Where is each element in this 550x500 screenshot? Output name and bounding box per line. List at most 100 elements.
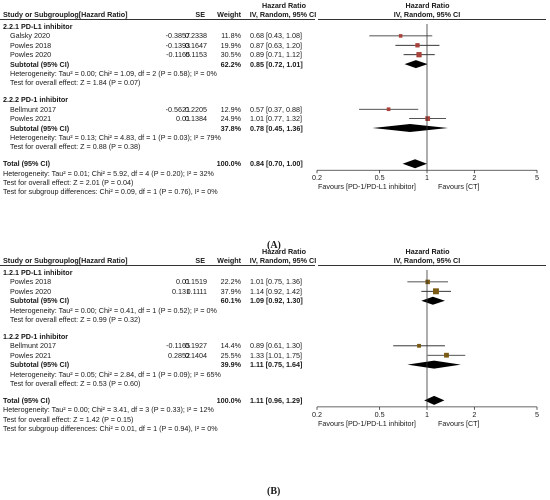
header-plot-method: IV, Random, 95% CI — [393, 256, 461, 265]
x-tick-label: 1 — [425, 409, 429, 419]
study-loghr: 0.131 — [172, 286, 190, 296]
subtotal-weight: 62.2% — [220, 59, 241, 69]
subgroup-heading: 2.2.1 PD-L1 inhibitor — [3, 22, 73, 31]
header-hazard-ratio: Hazard Ratio — [262, 247, 306, 256]
x-tick-label: 0.2 — [312, 173, 322, 183]
heterogeneity-text: Heterogeneity: Tau² = 0.05; Chi² = 2.84,… — [10, 369, 221, 379]
header-plot-hazard-ratio: Hazard Ratio — [405, 247, 450, 256]
study-point — [444, 352, 449, 358]
subtotal-diamond — [421, 296, 445, 305]
study-weight: 30.5% — [220, 50, 241, 60]
study-weight: 25.5% — [220, 350, 241, 360]
total-ci: 0.84 [0.70, 1.00] — [250, 159, 303, 169]
header-weight: Weight — [217, 256, 241, 265]
study-se: 0.1111 — [186, 286, 207, 296]
subtotal-weight: 37.8% — [220, 123, 241, 133]
subtotal-weight: 39.9% — [220, 360, 241, 370]
study-name: Powles 2021 — [10, 114, 52, 124]
x-tick-label: 5 — [535, 173, 539, 183]
study-name: Powles 2021 — [10, 350, 52, 360]
subgroup-differences: Test for subgroup differences: Chi² = 0.… — [3, 187, 218, 197]
header-plot-method: IV, Random, 95% CI — [393, 10, 461, 19]
total-ci: 1.11 [0.96, 1.29] — [250, 395, 303, 405]
total-overall-effect: Test for overall effect: Z = 1.42 (P = 0… — [3, 414, 134, 424]
total-overall-effect: Test for overall effect: Z = 2.01 (P = 0… — [3, 178, 134, 188]
study-name: Powles 2018 — [10, 277, 52, 287]
study-loghr: 0.2852 — [168, 350, 190, 360]
subtotal-ci: 1.11 [0.75, 1.64] — [250, 360, 303, 370]
study-name: Powles 2018 — [10, 40, 52, 50]
study-ci: 0.57 [0.37, 0.88] — [250, 104, 302, 114]
study-se: 0.2205 — [185, 104, 207, 114]
heterogeneity-text: Heterogeneity: Tau² = 0.00; Chi² = 1.09,… — [10, 69, 217, 78]
header-hr-method: IV, Random, 95% CI — [249, 256, 317, 265]
total-weight: 100.0% — [216, 395, 241, 405]
study-weight: 37.9% — [220, 286, 241, 296]
favours-left-label: Favours [PD-1/PD-L1 inhibitor] — [318, 418, 416, 428]
study-loghr: -0.5621 — [165, 104, 190, 114]
subtotal-diamond — [407, 360, 461, 369]
study-weight: 19.9% — [220, 40, 241, 50]
subgroup-heading: 1.2.1 PD-L1 inhibitor — [3, 268, 73, 277]
study-se: 0.1647 — [185, 40, 207, 50]
total-heterogeneity: Heterogeneity: Tau² = 0.01; Chi² = 5.92,… — [3, 168, 214, 178]
header-se: SE — [195, 256, 205, 265]
study-se: 0.1384 — [185, 114, 207, 124]
subtotal-weight: 60.1% — [220, 296, 241, 306]
study-ci: 0.89 [0.71, 1.12] — [250, 50, 302, 60]
total-weight: 100.0% — [216, 159, 241, 169]
overall-effect-text: Test for overall effect: Z = 0.88 (P = 0… — [10, 142, 141, 152]
total-label: Total (95% CI) — [3, 395, 50, 405]
header-hazard-ratio: Hazard Ratio — [262, 1, 306, 10]
study-se: 0.1519 — [185, 277, 207, 287]
total-diamond — [402, 159, 427, 169]
x-tick-label: 0.5 — [374, 173, 385, 183]
study-ci: 0.89 [0.61, 1.30] — [250, 341, 302, 351]
total-heterogeneity: Heterogeneity: Tau² = 0.00; Chi² = 3.41,… — [3, 405, 214, 415]
subgroup-heading: 1.2.2 PD-1 inhibitor — [3, 331, 69, 341]
study-loghr: -0.1393 — [165, 40, 190, 50]
study-name: Powles 2020 — [10, 50, 52, 60]
study-se: 0.1927 — [185, 341, 207, 351]
study-se: 0.1404 — [185, 350, 207, 360]
study-name: Powles 2020 — [10, 286, 52, 296]
subtotal-label: Subtotal (95% CI) — [10, 296, 70, 306]
study-point — [416, 52, 422, 58]
x-tick-label: 0.5 — [374, 409, 385, 419]
total-label: Total (95% CI) — [3, 159, 50, 169]
subtotal-ci: 0.78 [0.45, 1.36] — [250, 123, 303, 133]
study-weight: 14.4% — [220, 341, 241, 351]
study-ci: 1.33 [1.01, 1.75] — [250, 350, 302, 360]
study-weight: 11.8% — [221, 31, 241, 41]
header-weight: Weight — [217, 10, 241, 19]
header-study: Study or Subgroup — [3, 10, 69, 19]
overall-effect-text: Test for overall effect: Z = 0.53 (P = 0… — [10, 378, 141, 388]
study-name: Galsky 2020 — [10, 31, 50, 41]
heterogeneity-text: Heterogeneity: Tau² = 0.13; Chi² = 4.83,… — [10, 132, 221, 142]
x-tick-label: 1 — [425, 173, 429, 183]
study-name: Bellmunt 2017 — [10, 341, 56, 351]
header-loghr: log[Hazard Ratio] — [68, 256, 128, 265]
study-point — [425, 116, 431, 121]
header-study: Study or Subgroup — [3, 256, 69, 265]
study-weight: 22.2% — [220, 277, 241, 287]
overall-effect-text: Test for overall effect: Z = 0.99 (P = 0… — [10, 315, 141, 324]
study-ci: 1.01 [0.77, 1.32] — [250, 114, 302, 124]
x-tick-label: 2 — [472, 409, 477, 419]
subtotal-label: Subtotal (95% CI) — [10, 59, 70, 69]
overall-effect-text: Test for overall effect: Z = 1.84 (P = 0… — [10, 78, 141, 88]
subtotal-ci: 1.09 [0.92, 1.30] — [250, 296, 303, 306]
subtotal-ci: 0.85 [0.72, 1.01] — [250, 59, 303, 69]
study-point — [386, 107, 391, 112]
study-point — [398, 34, 403, 38]
study-point — [415, 43, 420, 48]
header-plot-hazard-ratio: Hazard Ratio — [405, 1, 450, 10]
study-se: 0.1153 — [185, 50, 207, 60]
study-ci: 0.68 [0.43, 1.08] — [250, 31, 302, 41]
favours-left-label: Favours [PD-1/PD-L1 inhibitor] — [318, 182, 416, 192]
study-name: Bellmunt 2017 — [10, 104, 56, 114]
heterogeneity-text: Heterogeneity: Tau² = 0.00; Chi² = 0.41,… — [10, 305, 217, 315]
header-se: SE — [195, 10, 205, 19]
study-loghr: -0.1165 — [166, 341, 190, 351]
